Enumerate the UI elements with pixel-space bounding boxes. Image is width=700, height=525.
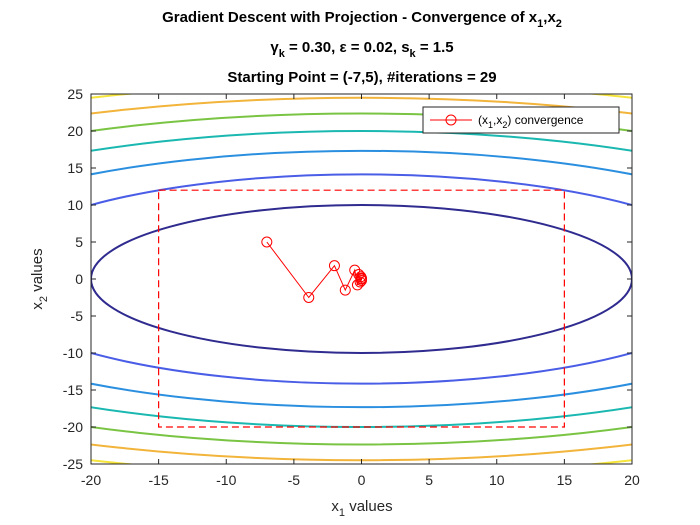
y-tick-label: -15	[63, 382, 83, 398]
y-tick-label: -10	[63, 345, 83, 361]
contour-level-5	[91, 112, 632, 446]
x-tick-label: 10	[489, 472, 505, 488]
constraint-rectangle	[158, 189, 565, 428]
contour-level-3	[91, 149, 632, 409]
x-axis: -20 -15 -10 -5 0 5 10 15 20	[81, 94, 640, 488]
legend-marker-sample	[445, 114, 457, 126]
series-point	[303, 292, 315, 303]
x-tick-label: -5	[288, 472, 301, 488]
series-point	[356, 273, 367, 285]
series-point	[261, 236, 273, 248]
y-tick-label: -25	[63, 456, 83, 472]
contour-level-4	[91, 130, 632, 428]
constraint-box	[158, 189, 565, 428]
x-axis-label: x1 values	[331, 498, 392, 519]
contour-level-1	[91, 204, 632, 354]
series-point	[339, 284, 351, 296]
y-tick-label: 15	[67, 160, 83, 176]
title-line-2: γk = 0.30, ε = 0.02, sk = 1.5	[270, 39, 453, 60]
y-axis: -25 -20 -15 -10 -5 0 5 10 15 20 25	[63, 86, 632, 472]
y-tick-label: 20	[67, 123, 83, 139]
y-tick-label: -20	[63, 419, 83, 435]
title-line-3: Starting Point = (-7,5), #iterations = 2…	[227, 69, 496, 86]
x-tick-label: -20	[81, 472, 101, 488]
chart-title: Gradient Descent with Projection - Conve…	[162, 9, 562, 86]
series-point	[328, 260, 340, 272]
convergence-series	[261, 236, 367, 303]
x-tick-label: 20	[624, 472, 640, 488]
title-line-1: Gradient Descent with Projection - Conve…	[162, 9, 562, 30]
y-tick-label: -5	[71, 308, 84, 324]
y-tick-label: 10	[67, 197, 83, 213]
contour-level-2	[91, 173, 632, 385]
x-tick-label: -10	[216, 472, 236, 488]
y-tick-label: 25	[67, 86, 83, 102]
legend: (x1,x2) convergence	[422, 106, 620, 134]
x-tick-label: -15	[149, 472, 169, 488]
y-tick-label: 5	[75, 234, 83, 250]
y-axis-label: x2 values	[29, 248, 50, 309]
x-tick-label: 0	[358, 472, 366, 488]
x-tick-label: 5	[425, 472, 433, 488]
legend-label: (x1,x2) convergence	[478, 113, 584, 130]
y-tick-label: 0	[75, 271, 83, 287]
x-tick-label: 15	[557, 472, 573, 488]
